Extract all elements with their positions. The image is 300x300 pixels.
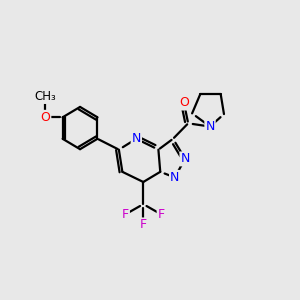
Text: N: N bbox=[181, 152, 190, 165]
Text: N: N bbox=[170, 171, 179, 184]
Text: O: O bbox=[179, 97, 189, 110]
Text: O: O bbox=[40, 111, 50, 124]
Text: F: F bbox=[158, 208, 165, 221]
Text: CH₃: CH₃ bbox=[34, 90, 56, 103]
Text: N: N bbox=[132, 132, 141, 145]
Text: F: F bbox=[122, 208, 129, 221]
Text: F: F bbox=[140, 218, 147, 232]
Text: N: N bbox=[205, 120, 215, 133]
